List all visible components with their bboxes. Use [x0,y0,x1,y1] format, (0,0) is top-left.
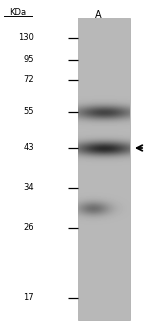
Text: 95: 95 [24,55,34,65]
Text: KDa: KDa [9,8,27,17]
Text: 72: 72 [23,75,34,85]
Text: 17: 17 [23,294,34,302]
FancyBboxPatch shape [78,18,130,320]
Text: 43: 43 [23,144,34,153]
Text: 26: 26 [23,223,34,233]
Text: 55: 55 [24,108,34,116]
Text: 130: 130 [18,33,34,43]
Text: 34: 34 [23,183,34,193]
Text: A: A [95,10,101,20]
